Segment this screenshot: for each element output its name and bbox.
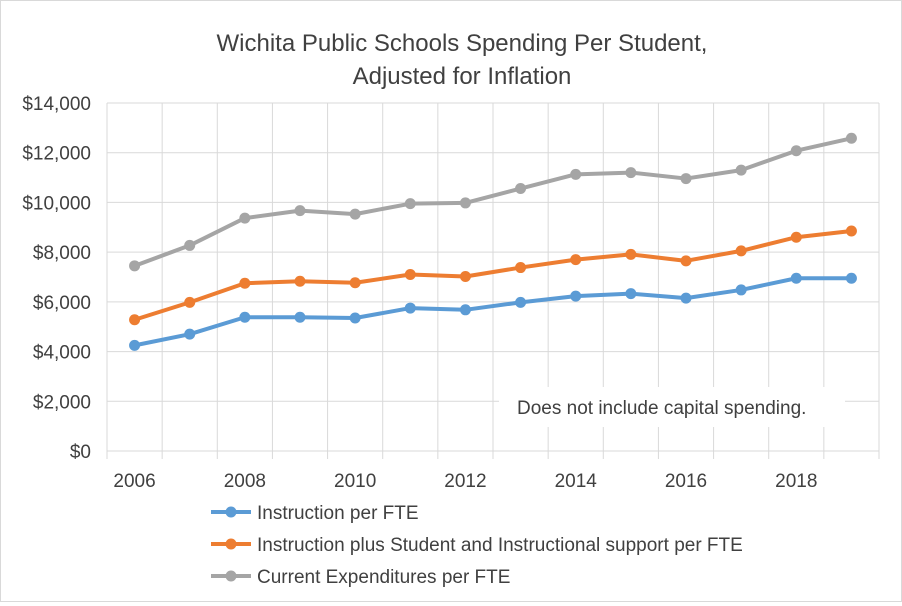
data-point — [515, 296, 527, 308]
legend-item: Instruction per FTE — [211, 503, 419, 524]
data-point — [790, 272, 802, 284]
data-point — [845, 225, 857, 237]
annotation-text: Does not include capital spending. — [517, 398, 806, 419]
series-line — [133, 136, 852, 268]
data-point — [349, 208, 361, 220]
annotation-box: Does not include capital spending. — [499, 387, 845, 427]
data-point — [790, 231, 802, 243]
data-point — [404, 269, 416, 281]
y-tick-label: $0 — [70, 442, 91, 463]
x-tick-label: 2010 — [334, 471, 376, 492]
series-3 — [129, 132, 857, 272]
chart-title: Wichita Public Schools Spending Per Stud… — [217, 30, 708, 90]
chart-title-line-2: Adjusted for Inflation — [353, 63, 572, 90]
data-point — [680, 255, 692, 267]
data-point — [294, 205, 306, 217]
data-point — [845, 132, 857, 144]
data-point — [349, 277, 361, 289]
data-point — [790, 145, 802, 157]
data-point — [459, 304, 471, 316]
legend-label: Instruction per FTE — [257, 503, 419, 524]
legend-label: Instruction plus Student and Instruction… — [257, 535, 743, 556]
data-point — [515, 262, 527, 274]
x-tick-label: 2016 — [665, 471, 707, 492]
series-2 — [129, 225, 857, 326]
x-tick-label: 2012 — [444, 471, 486, 492]
x-tick-label: 2014 — [555, 471, 598, 492]
legend-swatch-marker — [225, 538, 237, 550]
legend-label: Current Expenditures per FTE — [257, 567, 510, 588]
series-line — [133, 229, 852, 322]
data-point — [570, 168, 582, 180]
y-tick-label: $8,000 — [33, 243, 91, 264]
data-point — [404, 198, 416, 210]
data-point — [459, 197, 471, 209]
y-tick-label: $6,000 — [33, 293, 91, 314]
data-point — [735, 245, 747, 257]
series-1 — [129, 272, 857, 351]
y-tick-label: $12,000 — [22, 144, 91, 165]
data-point — [129, 260, 141, 272]
legend-item: Instruction plus Student and Instruction… — [211, 535, 743, 556]
data-point — [294, 311, 306, 323]
data-point — [515, 183, 527, 195]
data-point — [845, 272, 857, 284]
data-point — [239, 212, 251, 224]
data-point — [184, 239, 196, 251]
data-point — [129, 339, 141, 351]
series-lines — [129, 132, 857, 351]
data-point — [239, 311, 251, 323]
data-point — [239, 277, 251, 289]
legend: Instruction per FTE Instruction plus Stud… — [211, 503, 743, 588]
data-point — [625, 288, 637, 300]
data-point — [570, 254, 582, 266]
x-tick-label: 2018 — [775, 471, 817, 492]
data-point — [184, 296, 196, 308]
x-tick-label: 2008 — [224, 471, 266, 492]
data-point — [570, 290, 582, 302]
data-point — [294, 275, 306, 287]
data-point — [625, 167, 637, 179]
axis-tick-labels: $0 $2,000 $4,000 $6,000 $8,000 $10,000 $12,000… — [22, 94, 817, 492]
data-point — [404, 302, 416, 314]
data-point — [680, 292, 692, 304]
data-point — [129, 314, 141, 326]
data-point — [680, 173, 692, 185]
legend-item: Current Expenditures per FTE — [211, 567, 510, 588]
data-point — [459, 271, 471, 283]
y-tick-label: $10,000 — [22, 193, 91, 214]
data-point — [625, 248, 637, 260]
data-point — [735, 164, 747, 176]
y-tick-label: $2,000 — [33, 392, 91, 413]
series-line — [134, 276, 852, 348]
annotation-background — [499, 387, 845, 427]
legend-swatch-marker — [225, 506, 237, 518]
x-tick-label: 2006 — [113, 471, 155, 492]
y-tick-label: $4,000 — [33, 343, 91, 364]
data-point — [735, 284, 747, 296]
chart-title-line-1: Wichita Public Schools Spending Per Stud… — [217, 30, 708, 57]
data-point — [184, 328, 196, 340]
data-point — [349, 312, 361, 324]
legend-swatch-marker — [225, 570, 237, 582]
y-tick-label: $14,000 — [22, 94, 91, 115]
